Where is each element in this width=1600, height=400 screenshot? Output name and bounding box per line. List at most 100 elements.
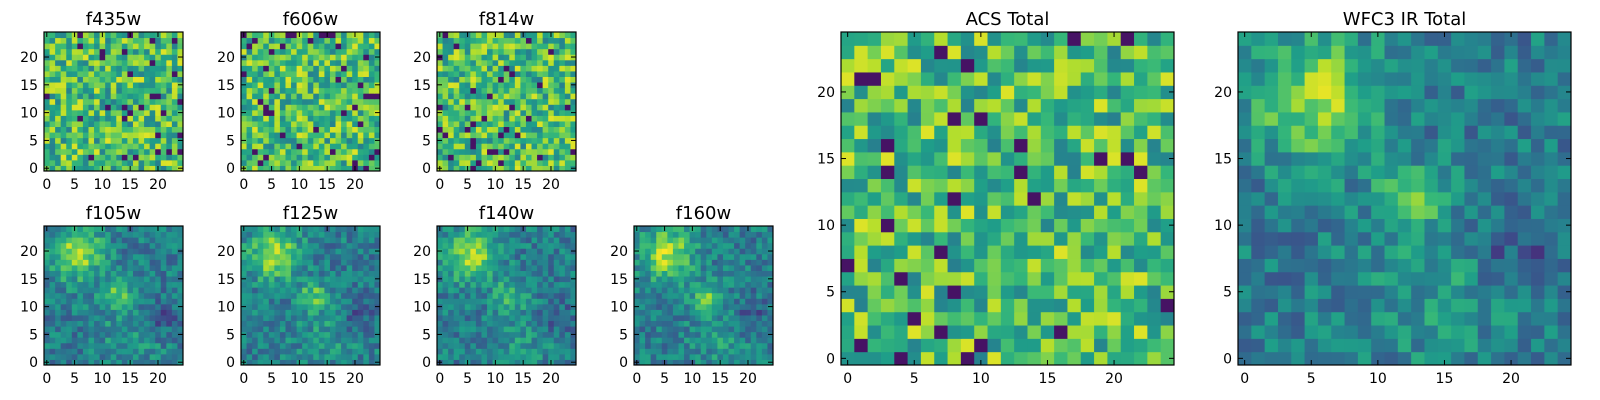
heatmap-cell xyxy=(700,298,707,305)
heatmap-cell xyxy=(448,303,455,310)
heatmap-cell xyxy=(711,276,718,283)
heatmap-cell xyxy=(542,298,549,305)
heatmap-cell xyxy=(363,143,370,150)
heatmap-cell xyxy=(700,226,707,233)
heatmap-cell xyxy=(357,82,364,89)
heatmap-cell xyxy=(520,281,527,288)
heatmap-cell xyxy=(99,259,106,266)
heatmap-cell xyxy=(448,259,455,266)
heatmap-cell xyxy=(77,43,84,50)
heatmap-cell xyxy=(570,154,577,161)
heatmap-cell xyxy=(263,298,270,305)
heatmap-cell xyxy=(470,43,477,50)
heatmap-cell xyxy=(94,309,101,316)
heatmap-cell xyxy=(252,165,259,172)
heatmap-cell xyxy=(537,326,544,333)
heatmap-cell xyxy=(77,259,84,266)
heatmap-cell xyxy=(55,87,62,94)
heatmap-cell xyxy=(481,248,488,255)
heatmap-cell xyxy=(492,276,499,283)
heatmap-cell xyxy=(285,87,292,94)
heatmap-cell xyxy=(55,132,62,139)
heatmap-cell xyxy=(149,276,156,283)
heatmap-cell xyxy=(711,342,718,349)
heatmap-cell xyxy=(537,59,544,66)
heatmap-cell xyxy=(974,338,989,353)
heatmap-cell xyxy=(503,281,510,288)
heatmap-cell xyxy=(503,132,510,139)
heatmap-cell xyxy=(684,309,691,316)
heatmap-cell xyxy=(374,314,381,322)
heatmap-cell xyxy=(739,320,746,327)
heatmap-cell xyxy=(559,348,566,355)
heatmap-cell xyxy=(520,248,527,255)
heatmap-cell xyxy=(324,292,331,299)
heatmap-cell xyxy=(459,120,466,128)
heatmap-cell xyxy=(470,87,477,94)
heatmap-cell xyxy=(82,154,89,161)
heatmap-cell xyxy=(77,37,84,44)
heatmap-cell xyxy=(503,120,510,128)
heatmap-cell xyxy=(341,276,348,283)
heatmap-cell xyxy=(531,76,538,83)
heatmap-cell xyxy=(116,104,123,111)
heatmap-cell xyxy=(60,231,67,238)
heatmap-cell xyxy=(268,314,275,322)
heatmap-cell xyxy=(55,292,62,299)
heatmap-cell xyxy=(49,259,56,266)
heatmap-cell xyxy=(318,259,325,266)
heatmap-cell xyxy=(559,109,566,116)
heatmap-cell xyxy=(700,292,707,299)
heatmap-cell xyxy=(442,231,449,238)
heatmap-cell xyxy=(116,120,123,128)
heatmap-cell xyxy=(171,259,178,266)
heatmap-cell xyxy=(307,314,314,322)
heatmap-cell xyxy=(514,59,521,66)
heatmap-cell xyxy=(49,87,56,94)
heatmap-cell xyxy=(341,43,348,50)
heatmap-cell xyxy=(645,281,652,288)
heatmap-cell xyxy=(55,348,62,355)
heatmap-cell xyxy=(368,348,375,355)
heatmap-cell xyxy=(525,276,533,283)
heatmap-cell xyxy=(442,326,449,333)
heatmap-cell xyxy=(160,348,167,355)
heatmap-cell xyxy=(66,143,73,150)
heatmap-cell xyxy=(241,126,248,133)
heatmap-cell xyxy=(564,104,571,111)
heatmap-cell xyxy=(920,285,935,299)
heatmap-cell xyxy=(1027,325,1042,339)
heatmap-cell xyxy=(548,70,555,77)
heatmap-cell xyxy=(246,248,253,255)
heatmap-cell xyxy=(263,148,270,155)
heatmap-cell xyxy=(894,165,909,180)
heatmap-cell xyxy=(722,359,730,366)
heatmap-cell xyxy=(537,48,544,55)
heatmap-cell xyxy=(481,126,488,133)
heatmap-cell xyxy=(94,342,101,349)
heatmap-cell xyxy=(71,320,78,327)
heatmap-cell xyxy=(285,320,292,327)
heatmap-cell xyxy=(475,115,482,122)
heatmap-cell xyxy=(60,353,67,360)
heatmap-cell xyxy=(459,326,466,333)
heatmap-cell xyxy=(82,276,89,283)
heatmap-cell xyxy=(656,287,663,294)
heatmap-cell xyxy=(475,342,482,349)
heatmap-cell xyxy=(1040,298,1055,313)
heatmap-cell xyxy=(559,320,566,327)
heatmap-cell xyxy=(82,309,89,316)
heatmap-cell xyxy=(459,132,466,139)
heatmap-cell xyxy=(132,137,140,144)
heatmap-cell xyxy=(1040,231,1055,246)
heatmap-cell xyxy=(867,271,882,286)
heatmap-cell xyxy=(49,70,56,77)
heatmap-cell xyxy=(66,70,73,77)
heatmap-cell xyxy=(252,82,259,89)
heatmap-cell xyxy=(639,264,646,271)
heatmap-cell xyxy=(525,76,533,83)
heatmap-cell xyxy=(335,348,342,355)
heatmap-cell xyxy=(144,281,151,288)
heatmap-cell xyxy=(121,159,128,166)
heatmap-cell xyxy=(564,353,571,360)
